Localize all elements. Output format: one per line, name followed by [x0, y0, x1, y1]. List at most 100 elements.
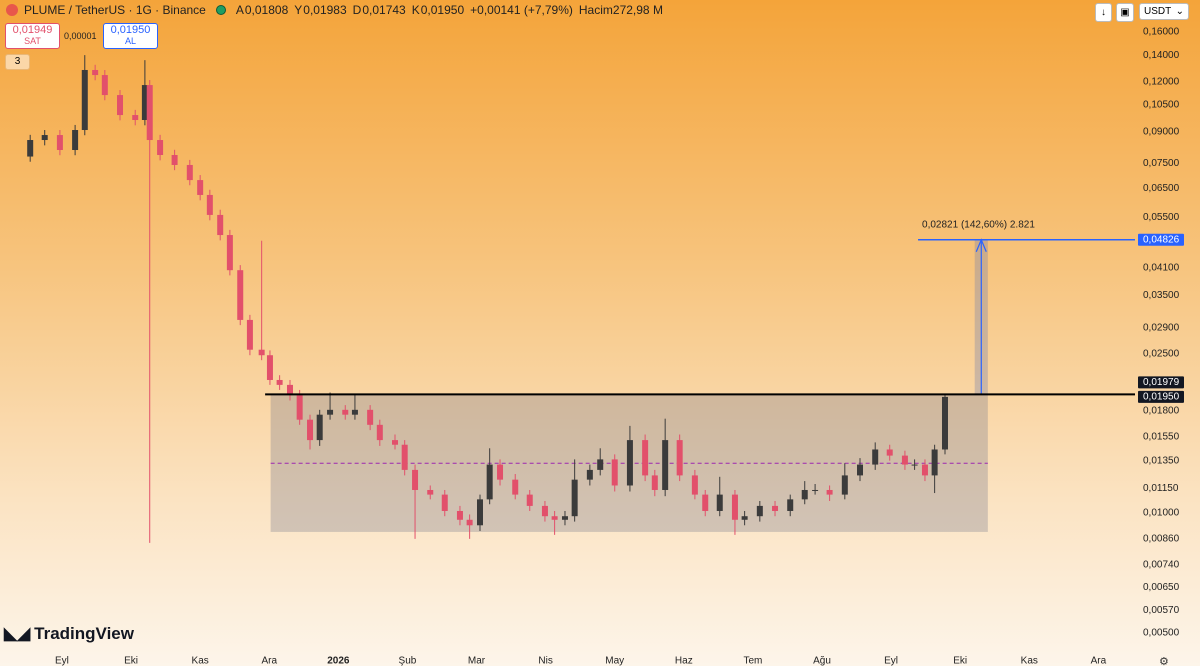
candle-body: [351, 409, 358, 415]
candle-body: [367, 409, 374, 425]
candle-body: [497, 464, 504, 480]
currency-select[interactable]: USDT ⌄: [1139, 3, 1189, 20]
x-tick-label: Eyl: [884, 656, 898, 666]
candle-body: [141, 85, 148, 121]
y-tick-label: 0,02500: [1143, 348, 1180, 359]
buy-button[interactable]: 0,01950 AL: [103, 23, 158, 49]
y-tick-label: 0,10500: [1143, 100, 1180, 111]
x-tick-label: Ağu: [813, 656, 831, 666]
resistance-price-label: 0,01979: [1143, 377, 1180, 388]
layout-button[interactable]: ▣: [1116, 3, 1134, 22]
candle-body: [486, 464, 493, 500]
y-tick-label: 0,01000: [1143, 507, 1180, 518]
candle-body: [286, 384, 293, 396]
brand-icon: ◣◢: [4, 624, 31, 643]
x-tick-label: Şub: [399, 656, 417, 666]
candle-body: [857, 464, 864, 476]
candle-body: [41, 135, 48, 141]
y-tick-label: 0,00650: [1143, 582, 1180, 593]
x-tick-label: Nis: [538, 656, 552, 666]
candle-body: [702, 494, 709, 511]
y-tick-label: 0,00740: [1143, 560, 1180, 571]
candle-body: [872, 449, 879, 465]
y-tick-label: 0,04100: [1143, 263, 1180, 274]
candle-body: [456, 510, 463, 520]
sell-button[interactable]: 0,01949 SAT: [5, 23, 60, 49]
ohlc-key: A: [235, 3, 244, 17]
candle-body: [812, 489, 819, 491]
candle-body: [342, 409, 349, 415]
candle-body: [526, 494, 533, 506]
x-tick-label: Ara: [1091, 656, 1107, 666]
candle-body: [217, 214, 224, 236]
ohlc-value: 0,01743: [362, 3, 406, 17]
candle-body: [157, 140, 164, 155]
candle-body: [206, 194, 213, 215]
y-tick-label: 0,05500: [1143, 212, 1180, 223]
x-tick-label: Haz: [675, 656, 693, 666]
candle-body: [276, 379, 283, 385]
candle-body: [571, 479, 578, 517]
indicators-toggle[interactable]: 3: [5, 54, 30, 70]
candle-body: [72, 130, 79, 151]
ohlc-value: 0,01950: [420, 3, 465, 17]
ohlc-value: 0,01983: [303, 3, 347, 17]
resistance-price-label-bg: [1138, 376, 1184, 389]
candle-body: [146, 85, 153, 141]
y-tick-label: 0,01550: [1143, 431, 1180, 442]
candle-body: [886, 449, 893, 456]
candle-body: [92, 69, 99, 76]
candle-body: [132, 115, 139, 121]
candle-body: [741, 516, 748, 520]
y-tick-label: 0,07500: [1143, 158, 1180, 169]
settings-button[interactable]: ⚙: [1159, 656, 1169, 666]
candle-body: [561, 516, 568, 520]
symbol[interactable]: PLUME / TetherUS · 1G · Binance: [24, 3, 206, 17]
candle-body: [586, 469, 593, 480]
candle-body: [171, 154, 178, 165]
candle-body: [237, 270, 244, 320]
candle-body: [392, 440, 399, 445]
candle-body: [801, 489, 808, 500]
candle-body: [258, 349, 265, 356]
scroll-button[interactable]: ↓: [1095, 3, 1112, 22]
candle-body: [307, 419, 314, 441]
y-tick-label: 0,01350: [1143, 455, 1180, 466]
y-tick-label: 0,03500: [1143, 290, 1180, 301]
target-annotation: 0,02821 (142,60%) 2.821: [922, 219, 1035, 230]
buy-label: AL: [124, 36, 136, 46]
y-tick-label: 0,00860: [1143, 533, 1180, 544]
candle-body: [56, 135, 63, 151]
y-tick-label: 0,12000: [1143, 76, 1180, 87]
brand-name: TradingView: [34, 624, 134, 643]
x-tick-label: Kas: [1021, 656, 1038, 666]
candle-body: [316, 414, 323, 441]
currency: USDT: [1144, 6, 1172, 17]
candle-body: [826, 489, 833, 495]
market-status: [215, 5, 226, 15]
candle-body: [731, 494, 738, 520]
candle-body: [651, 475, 658, 490]
brand: ◣◢ TradingView: [4, 624, 134, 644]
candle-body: [186, 164, 193, 181]
candle-body: [841, 475, 848, 495]
candle-body: [427, 489, 434, 495]
candle-body: [921, 464, 928, 476]
y-tick-label: 0,16000: [1143, 27, 1180, 38]
y-tick-label: 0,02900: [1143, 323, 1180, 334]
candle-body: [931, 449, 938, 476]
candle-body: [266, 355, 273, 380]
legend-header: PLUME / TetherUS · 1G · Binance A0,01808…: [6, 3, 663, 17]
volume-value: 272,98 M: [612, 3, 663, 17]
candle-body: [662, 440, 669, 490]
last-price-label: 0,01950: [1143, 392, 1180, 403]
candle-body: [466, 519, 473, 526]
candle-body: [756, 505, 763, 517]
symbol-logo: [6, 4, 18, 16]
candle-body: [412, 469, 419, 490]
candle-body: [197, 180, 204, 195]
y-tick-label: 0,14000: [1143, 50, 1180, 61]
candle-body: [691, 475, 698, 495]
buy-price: 0,01950: [110, 24, 151, 36]
